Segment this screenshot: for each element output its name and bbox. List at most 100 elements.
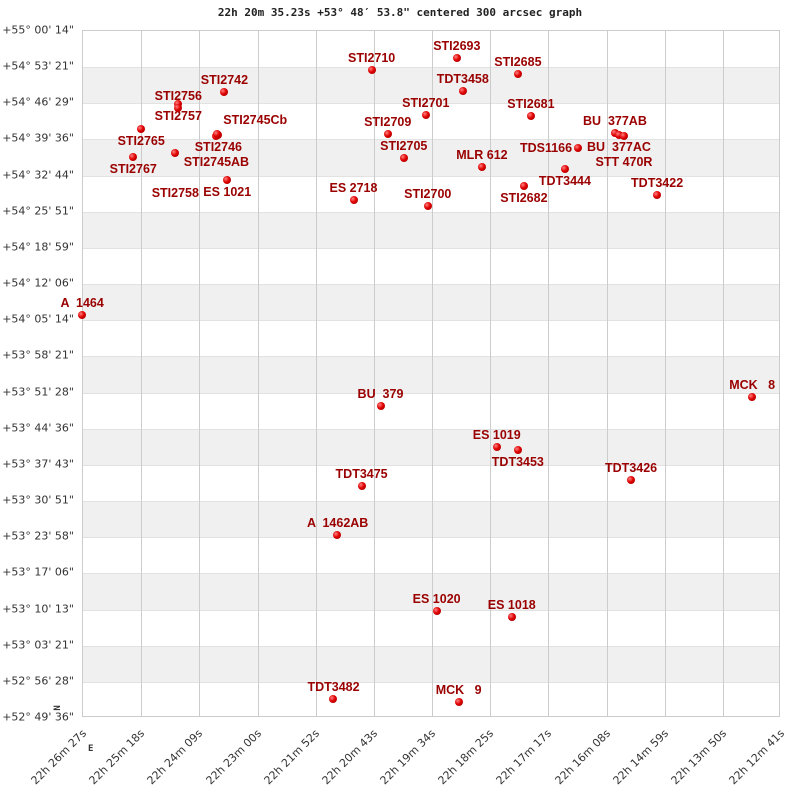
star-marker[interactable] xyxy=(432,607,441,616)
grid-line-v xyxy=(664,31,666,716)
star-label: STI2701 xyxy=(402,95,450,110)
y-tick-label: +54° 18' 59" xyxy=(2,240,74,254)
grid-band xyxy=(83,356,779,393)
star-label: STI2765 xyxy=(117,133,165,148)
grid-line-v xyxy=(432,31,433,716)
star-marker[interactable] xyxy=(560,164,569,173)
star-label: BU 379 xyxy=(357,386,404,401)
star-label: STI2757 xyxy=(154,108,202,123)
star-label: TDS1166 xyxy=(519,140,573,155)
star-label: TDT3422 xyxy=(631,175,684,190)
x-tick-label: 22h 21m 52s xyxy=(261,726,322,788)
star-marker[interactable] xyxy=(357,481,366,490)
star-marker[interactable] xyxy=(423,201,432,210)
star-marker[interactable] xyxy=(513,445,522,454)
x-tick-label: 22h 13m 50s xyxy=(668,726,729,788)
grid-line-h xyxy=(83,139,779,141)
grid-band xyxy=(83,573,779,610)
y-tick-label: +53° 51' 28" xyxy=(2,385,74,399)
x-tick-label: 22h 12m 41s xyxy=(726,726,788,788)
x-tick-label: 22h 17m 17s xyxy=(493,726,555,788)
star-marker[interactable] xyxy=(513,69,522,78)
star-label: MCK 8 xyxy=(729,377,776,392)
star-marker[interactable] xyxy=(129,152,138,161)
star-marker[interactable] xyxy=(367,65,376,74)
star-label: STI2681 xyxy=(507,96,555,111)
grid-band xyxy=(83,139,779,176)
grid-line-h xyxy=(83,175,779,177)
chart-title: 22h 20m 35.23s +53° 48′ 53.8" centered 3… xyxy=(217,6,583,19)
grid-line-h xyxy=(83,356,779,358)
star-marker[interactable] xyxy=(137,124,146,133)
y-tick-label: +54° 05' 14" xyxy=(2,312,74,326)
star-label: STI2709 xyxy=(364,114,412,129)
y-tick-label: +53° 17' 06" xyxy=(2,565,74,579)
star-marker[interactable] xyxy=(376,401,385,410)
star-marker[interactable] xyxy=(174,103,183,112)
grid-line-h xyxy=(83,464,779,466)
x-tick-label: 22h 14m 59s xyxy=(610,726,671,788)
star-marker[interactable] xyxy=(333,530,342,539)
grid-line-h xyxy=(83,428,779,430)
star-label: TDT3426 xyxy=(605,460,658,475)
star-marker[interactable] xyxy=(78,310,86,319)
grid-band xyxy=(83,67,779,104)
grid-band xyxy=(83,645,779,682)
x-tick-label: 22h 19m 34s xyxy=(377,726,439,788)
grid-line-h xyxy=(83,103,779,105)
star-marker[interactable] xyxy=(620,131,628,140)
grid-line-v xyxy=(199,31,201,716)
star-label: STI2700 xyxy=(404,186,452,201)
star-label: TDT3475 xyxy=(335,466,388,481)
star-label: A 1464 xyxy=(60,295,104,310)
star-marker[interactable] xyxy=(458,86,467,95)
star-marker[interactable] xyxy=(454,698,463,707)
star-marker[interactable] xyxy=(507,613,516,622)
grid-line-h xyxy=(83,211,779,213)
star-label: TDT3444 xyxy=(538,173,591,188)
grid-band xyxy=(83,284,779,321)
x-tick-label: 22h 26m 27s xyxy=(28,726,90,788)
star-marker[interactable] xyxy=(653,190,662,199)
y-tick-label: +52° 49' 36" xyxy=(2,710,74,724)
star-marker[interactable] xyxy=(615,130,624,139)
star-marker[interactable] xyxy=(349,195,358,204)
star-label: MLR 612 xyxy=(456,147,508,162)
star-label: ES 1019 xyxy=(472,427,521,442)
grid-band xyxy=(83,428,779,465)
star-marker[interactable] xyxy=(748,392,757,401)
star-marker[interactable] xyxy=(627,475,636,484)
grid-line-v xyxy=(722,31,724,716)
star-marker[interactable] xyxy=(174,99,183,108)
star-marker[interactable] xyxy=(399,153,408,162)
north-marker: N xyxy=(50,705,61,711)
star-marker[interactable] xyxy=(573,143,582,152)
star-marker[interactable] xyxy=(610,128,619,137)
star-label: BU 377AB xyxy=(582,113,647,128)
star-label: TDT3458 xyxy=(436,71,489,86)
y-tick-label: +54° 12' 06" xyxy=(2,276,74,290)
star-label: STI2682 xyxy=(500,190,548,205)
star-marker[interactable] xyxy=(421,110,430,119)
star-label: TDT3482 xyxy=(307,680,360,695)
star-marker[interactable] xyxy=(329,695,338,704)
grid-line-h xyxy=(83,681,779,683)
star-label: ES 1021 xyxy=(203,184,252,199)
star-marker[interactable] xyxy=(223,175,232,184)
star-marker[interactable] xyxy=(452,53,461,62)
y-tick-label: +55° 00' 14" xyxy=(2,23,74,37)
star-marker[interactable] xyxy=(213,129,222,138)
star-label: STI2693 xyxy=(433,38,481,53)
star-marker[interactable] xyxy=(220,87,229,96)
star-label: MCK 9 xyxy=(435,683,482,698)
east-marker: E xyxy=(88,744,94,754)
star-label: STI2705 xyxy=(380,138,428,153)
star-label: STI2745Cb xyxy=(223,112,288,127)
star-marker[interactable] xyxy=(519,181,528,190)
star-marker[interactable] xyxy=(383,129,392,138)
star-marker[interactable] xyxy=(492,442,501,451)
star-marker[interactable] xyxy=(171,148,180,157)
star-marker[interactable] xyxy=(526,111,535,120)
star-label: BU 377AC xyxy=(587,139,651,154)
star-marker[interactable] xyxy=(477,162,486,171)
